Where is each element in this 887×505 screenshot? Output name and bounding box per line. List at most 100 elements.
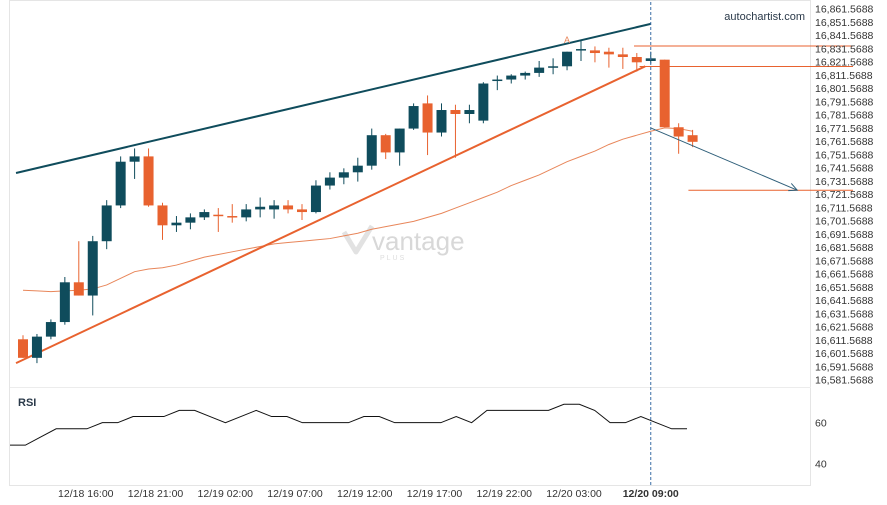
candle [87,235,98,316]
candle-body [283,205,294,210]
candle-body [143,156,154,206]
candle [45,319,56,340]
candle [617,47,628,69]
candle [394,128,405,166]
candle-body [408,106,419,129]
candle [129,148,140,179]
y-tick-label: 16,591.5688 [815,361,874,373]
trend-lines-layer [15,22,651,365]
candle-body [603,51,614,55]
candle-body [492,79,503,82]
y-tick-label: 16,861.5688 [815,4,874,16]
candle-body [436,110,447,133]
candle-body [31,336,42,358]
rsi-tick-label: 60 [815,418,827,430]
x-tick-label: 12/19 07:00 [267,488,323,500]
candle-body [199,212,210,218]
candle [631,53,642,72]
y-tick-label: 16,601.5688 [815,348,874,360]
x-tick-label: 12/19 22:00 [477,488,533,500]
candle-body [478,83,489,121]
candle [576,39,586,61]
x-axis: 12/18 16:00 12/18 21:00 12/19 02:00 12/19 0… [58,488,679,500]
candle-body [255,206,266,210]
candle [101,200,112,250]
y-tick-label: 16,781.5688 [815,110,874,122]
candle [31,333,42,364]
candle-body [673,127,684,137]
candles-layer [18,39,698,364]
candle-body [18,339,28,358]
candle [534,60,545,77]
candle [115,156,126,209]
candle-body [297,209,307,213]
y-tick-label: 16,811.5688 [815,70,873,82]
candle [310,180,321,214]
y-tick-label: 16,851.5688 [815,17,874,29]
y-tick-label: 16,711.5688 [815,202,873,214]
candle [562,51,573,71]
rsi-tick-label: 40 [815,459,827,471]
candle [422,95,433,156]
candle-body [352,165,363,173]
resistance-trendline [15,22,651,174]
candle [352,157,363,182]
candle [603,47,614,68]
x-tick-label: 12/20 09:00 [623,488,679,500]
vantage-logo-icon [341,224,375,255]
annotations-layer: A [564,2,854,486]
y-tick-label: 16,751.5688 [815,149,874,161]
candle-body [366,135,377,166]
candle-body [659,59,670,128]
forecast-arrow-line [650,127,798,191]
candle-body [534,67,545,73]
candle [324,172,335,190]
candle-body [450,110,461,114]
candle [185,213,196,230]
candle-body [310,185,321,213]
candle-body [380,135,391,153]
moving-average-layer [22,127,693,293]
candle [436,103,447,137]
candle [255,197,266,218]
candle [408,103,419,130]
candle-body [506,75,517,80]
y-tick-label: 16,731.5688 [815,176,874,188]
candle-body [115,161,126,206]
y-tick-label: 16,741.5688 [815,163,874,175]
candle-body [185,217,196,223]
rsi-layer: 60 40 [10,403,827,471]
candle-body [227,216,238,218]
candle [548,58,559,75]
candle-body [548,66,559,68]
candle [157,202,168,240]
candle-body [520,72,531,76]
candle-body [101,205,112,242]
y-tick-label: 16,581.5688 [815,375,874,387]
candle [213,208,224,232]
y-tick-label: 16,641.5688 [815,295,874,307]
candle-body [687,135,698,142]
candle [450,104,461,158]
support-trendline [15,65,646,365]
x-tick-label: 12/19 17:00 [407,488,463,500]
forecast-arrow-head [788,183,799,192]
candle-body [129,156,140,162]
rsi-label: RSI [18,397,36,409]
candle [241,204,252,222]
y-tick-label: 16,791.5688 [815,96,874,108]
candle [18,335,28,358]
y-tick-label: 16,841.5688 [815,30,874,42]
candle-body [562,51,573,67]
candle [171,216,182,232]
candle [338,168,349,185]
y-tick-label: 16,651.5688 [815,282,874,294]
x-tick-label: 12/18 21:00 [128,488,184,500]
candle-body [631,57,642,63]
candle-body [269,205,280,210]
candle [659,59,670,128]
x-tick-label: 12/20 03:00 [546,488,602,500]
candle-body [576,49,586,51]
y-tick-label: 16,701.5688 [815,216,874,228]
